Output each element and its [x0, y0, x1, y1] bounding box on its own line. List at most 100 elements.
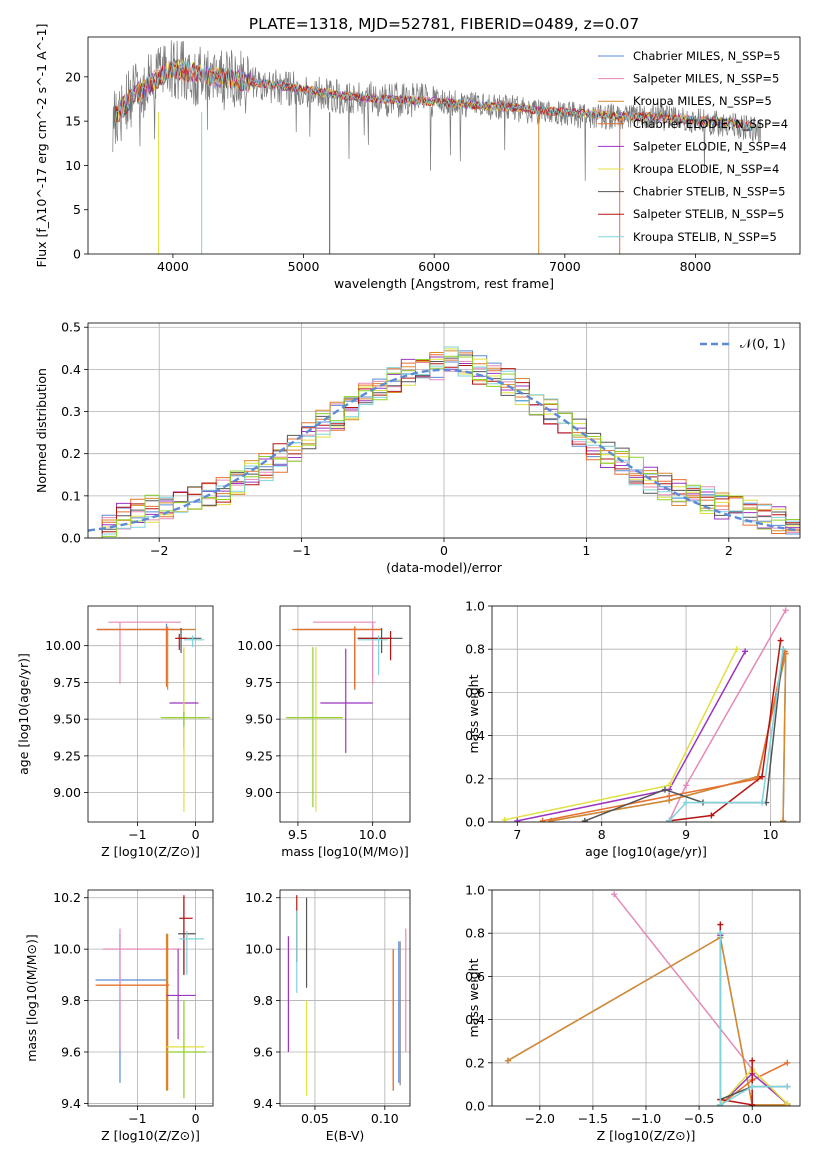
y-tick-label: 10.2: [53, 890, 81, 905]
normal-curve: [88, 368, 800, 532]
plot-frame: [87, 36, 801, 255]
plus-marker: [777, 637, 784, 644]
plus-marker: [504, 1057, 511, 1064]
mass-weight-vs-age-panel: 7 8 9 10 0.0 0.2 0.4 0.6 0.8 1.0 age [log10(age/yr…: [465, 599, 801, 859]
x-tick-label: 0: [440, 543, 448, 558]
mass-weight-lines: [501, 607, 789, 822]
error-bar: [96, 626, 184, 687]
legend-entry: Kroupa ELODIE, N_SSP=4: [633, 162, 779, 176]
spectrum-legend: Chabrier MILES, N_SSP=5 Salpeter MILES, N…: [598, 49, 788, 244]
x-axis-label: age [log10(age/yr)]: [585, 844, 707, 859]
histogram-steps: [88, 346, 800, 538]
spectrum-panel: 4000 5000 6000 7000 8000 0 5 10 15 20 wavelength […: [34, 24, 801, 291]
error-bar: [160, 711, 211, 727]
x-tick-label: 10: [763, 827, 779, 842]
plot-frame: [87, 322, 801, 539]
error-bar: [357, 630, 393, 661]
plus-marker: [742, 648, 749, 655]
y-tick-label: 0.0: [61, 531, 81, 546]
y-tick-label: 9.75: [53, 675, 81, 690]
mass-weight-series: [517, 651, 746, 822]
error-bars: [95, 895, 207, 1099]
error-bar: [287, 647, 343, 812]
mass-weight-series: [542, 651, 786, 822]
legend-entry: Kroupa MILES, N_SSP=5: [633, 94, 772, 108]
plot-frame: [491, 605, 801, 823]
plus-marker: [749, 1083, 756, 1090]
mass-weight-series: [507, 936, 788, 1106]
y-tick-label: 0: [73, 247, 81, 262]
x-tick-label: −0.5: [684, 1111, 714, 1126]
plus-marker: [683, 782, 690, 789]
error-bar: [96, 933, 170, 1091]
x-tick-label: −1: [128, 827, 146, 842]
plus-marker: [539, 817, 546, 822]
y-tick-label: 10.00: [45, 638, 81, 653]
plus-marker: [514, 817, 521, 822]
plus-marker: [581, 817, 588, 822]
x-tick-label: 7000: [549, 259, 581, 274]
y-tick-label: 10.0: [245, 942, 273, 957]
mass-weight-series: [719, 933, 788, 1106]
plus-marker: [661, 786, 668, 793]
y-tick-label: 0.2: [61, 446, 81, 461]
y-tick-label: 9.4: [61, 1096, 81, 1111]
y-tick-label: 9.50: [53, 712, 81, 727]
x-tick-label: −1.0: [631, 1111, 661, 1126]
error-bar: [291, 626, 382, 690]
x-tick-label: 7: [513, 827, 521, 842]
y-tick-label: 0.8: [465, 926, 485, 941]
y-tick-label: 9.75: [245, 675, 273, 690]
x-tick-label: 9.5: [288, 827, 308, 842]
y-tick-label: 9.00: [53, 785, 81, 800]
x-tick-label: 10.0: [359, 827, 387, 842]
error-bar: [166, 1000, 207, 1099]
y-axis-label: mass [log10(M/M⊙)]: [24, 934, 39, 1062]
error-bar: [166, 1000, 205, 1096]
legend-entry: Chabrier STELIB, N_SSP=5: [633, 185, 785, 199]
error-bars: [285, 621, 403, 812]
x-tick-label: 4000: [157, 259, 189, 274]
plus-marker: [666, 782, 673, 789]
plus-marker: [749, 1057, 756, 1064]
spectrum-title: PLATE=1318, MJD=52781, FIBERID=0489, z=0…: [249, 15, 639, 33]
error-bar: [163, 647, 205, 812]
mass-weight-series: [613, 893, 788, 1106]
y-axis-label: Normed distribution: [34, 368, 49, 493]
error-bar: [183, 635, 205, 648]
plus-marker: [780, 817, 787, 822]
histogram-series: [88, 360, 800, 538]
legend-entry: Salpeter ELODIE, N_SSP=4: [633, 139, 787, 153]
x-axis-label: (data-model)/error: [386, 560, 503, 575]
error-bar: [357, 635, 388, 676]
y-axis-label: mass weight: [466, 674, 481, 753]
error-bar: [357, 628, 403, 654]
plus-marker: [708, 812, 715, 819]
y-tick-label: 10.0: [53, 942, 81, 957]
plus-marker: [759, 799, 766, 806]
x-axis-label: wavelength [Angstrom, rest frame]: [334, 276, 554, 291]
plus-marker: [717, 930, 724, 937]
error-bars: [96, 621, 211, 812]
y-tick-label: 0.3: [61, 404, 81, 419]
y-tick-label: 9.00: [245, 785, 273, 800]
plus-marker: [784, 1059, 791, 1066]
spectrum-curves: [112, 40, 762, 254]
plus-marker: [759, 773, 766, 780]
plus-marker: [717, 1101, 724, 1106]
error-bar: [285, 647, 343, 808]
error-bars: [287, 895, 407, 1096]
histogram-series: [88, 355, 800, 538]
x-tick-label: −1: [128, 1111, 146, 1126]
x-tick-label: 0: [192, 1111, 200, 1126]
plot-frame: [279, 889, 411, 1107]
x-axis-label: Z [log10(Z/Z⊙)]: [597, 1128, 696, 1143]
y-tick-label: 0.5: [61, 320, 81, 335]
mass-weight-lines: [504, 891, 791, 1106]
plot-frame: [491, 889, 801, 1107]
mass-weight-series: [504, 648, 738, 821]
x-tick-label: −1.5: [578, 1111, 608, 1126]
y-tick-label: 0.1: [61, 488, 81, 503]
plus-marker: [733, 646, 740, 653]
